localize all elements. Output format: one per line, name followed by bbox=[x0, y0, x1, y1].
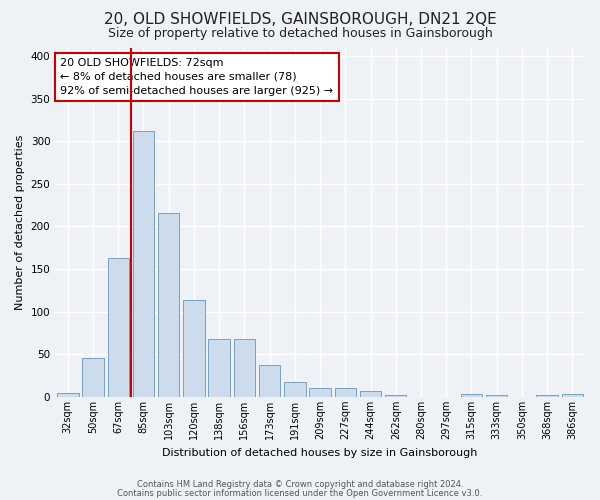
Bar bbox=[259, 364, 280, 397]
Text: Contains HM Land Registry data © Crown copyright and database right 2024.: Contains HM Land Registry data © Crown c… bbox=[137, 480, 463, 489]
Bar bbox=[183, 300, 205, 397]
Bar bbox=[461, 394, 482, 397]
Bar bbox=[486, 395, 508, 397]
Bar bbox=[360, 391, 381, 397]
Text: Size of property relative to detached houses in Gainsborough: Size of property relative to detached ho… bbox=[107, 28, 493, 40]
Bar bbox=[284, 382, 305, 397]
Bar bbox=[107, 258, 129, 397]
Text: 20 OLD SHOWFIELDS: 72sqm
← 8% of detached houses are smaller (78)
92% of semi-de: 20 OLD SHOWFIELDS: 72sqm ← 8% of detache… bbox=[61, 58, 334, 96]
Bar bbox=[57, 392, 79, 397]
Text: 20, OLD SHOWFIELDS, GAINSBOROUGH, DN21 2QE: 20, OLD SHOWFIELDS, GAINSBOROUGH, DN21 2… bbox=[104, 12, 496, 28]
Bar bbox=[82, 358, 104, 397]
Y-axis label: Number of detached properties: Number of detached properties bbox=[15, 134, 25, 310]
X-axis label: Distribution of detached houses by size in Gainsborough: Distribution of detached houses by size … bbox=[163, 448, 478, 458]
Bar bbox=[133, 131, 154, 397]
Bar bbox=[310, 388, 331, 397]
Bar bbox=[335, 388, 356, 397]
Bar bbox=[385, 395, 406, 397]
Bar bbox=[158, 213, 179, 397]
Bar bbox=[233, 339, 255, 397]
Bar bbox=[208, 339, 230, 397]
Bar bbox=[536, 395, 558, 397]
Text: Contains public sector information licensed under the Open Government Licence v3: Contains public sector information licen… bbox=[118, 489, 482, 498]
Bar bbox=[562, 394, 583, 397]
